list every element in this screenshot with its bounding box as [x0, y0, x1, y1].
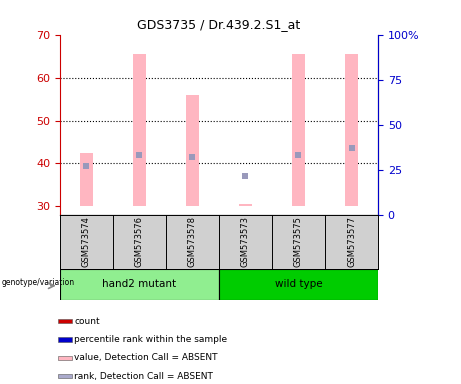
Text: count: count — [74, 316, 100, 326]
Bar — [345, 54, 358, 207]
Text: GSM573574: GSM573574 — [82, 217, 91, 267]
Text: rank, Detection Call = ABSENT: rank, Detection Call = ABSENT — [74, 372, 213, 381]
Text: GSM573577: GSM573577 — [347, 217, 356, 267]
Bar — [186, 95, 199, 207]
Bar — [80, 153, 93, 207]
Bar — [60, 269, 219, 300]
Bar — [219, 269, 378, 300]
Text: value, Detection Call = ABSENT: value, Detection Call = ABSENT — [74, 353, 218, 362]
Text: GSM573573: GSM573573 — [241, 217, 250, 267]
Bar — [58, 319, 72, 323]
Text: GSM573578: GSM573578 — [188, 217, 197, 267]
Bar — [292, 54, 305, 207]
Bar — [58, 374, 72, 379]
Bar — [239, 204, 252, 207]
Text: genotype/variation: genotype/variation — [1, 278, 74, 287]
Text: GSM573576: GSM573576 — [135, 217, 144, 267]
Text: wild type: wild type — [275, 279, 322, 289]
Text: percentile rank within the sample: percentile rank within the sample — [74, 335, 227, 344]
Bar — [133, 54, 146, 207]
Bar — [58, 337, 72, 342]
Title: GDS3735 / Dr.439.2.S1_at: GDS3735 / Dr.439.2.S1_at — [137, 18, 301, 31]
Text: hand2 mutant: hand2 mutant — [102, 279, 177, 289]
Bar — [58, 356, 72, 360]
Text: GSM573575: GSM573575 — [294, 217, 303, 267]
